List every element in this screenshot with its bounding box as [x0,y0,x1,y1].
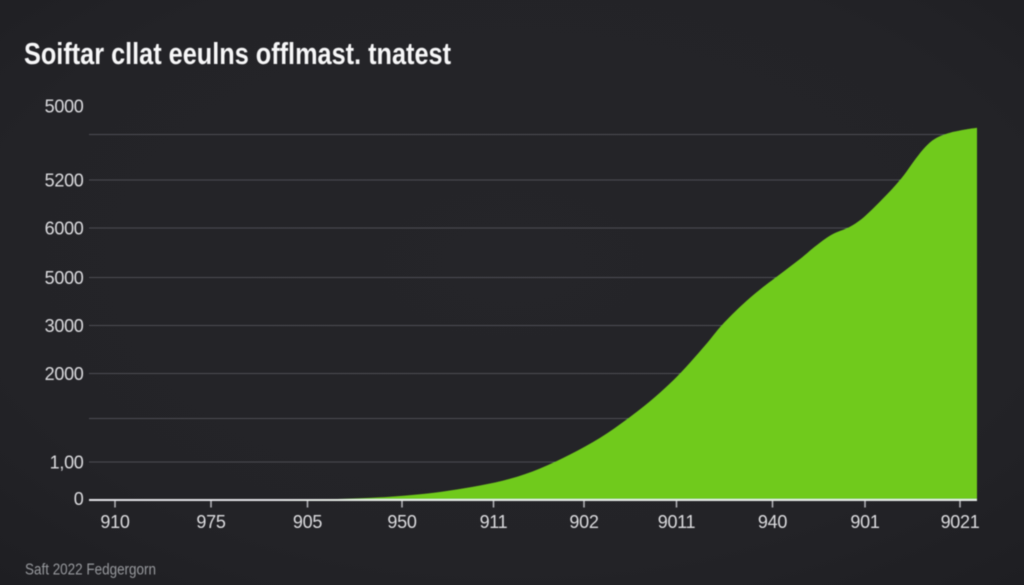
svg-text:910: 910 [100,512,129,532]
svg-text:902: 902 [569,512,598,532]
svg-text:3000: 3000 [45,316,84,336]
svg-text:940: 940 [758,512,787,532]
svg-text:905: 905 [293,512,322,532]
svg-text:911: 911 [480,512,508,532]
svg-text:9011: 9011 [658,512,696,532]
svg-text:9021: 9021 [941,512,980,532]
svg-text:5200: 5200 [45,171,84,191]
svg-text:901: 901 [850,512,879,532]
svg-text:975: 975 [196,512,225,532]
svg-text:0: 0 [74,489,84,509]
svg-text:5000: 5000 [45,268,84,288]
svg-text:5000: 5000 [45,97,84,117]
svg-text:6000: 6000 [45,219,84,239]
svg-text:Saft 2022 Fedgergorn: Saft 2022 Fedgergorn [25,562,156,579]
svg-text:1,00: 1,00 [50,453,84,473]
svg-text:950: 950 [387,512,416,532]
svg-text:Soiftar cllat eeulns offlmast.: Soiftar cllat eeulns offlmast. tnatest [24,36,451,71]
svg-text:2000: 2000 [45,364,84,384]
